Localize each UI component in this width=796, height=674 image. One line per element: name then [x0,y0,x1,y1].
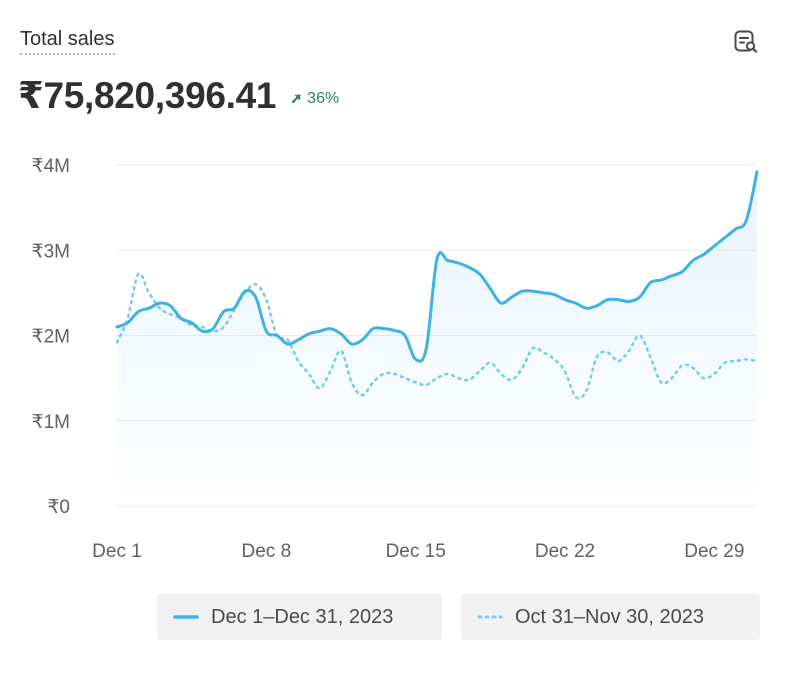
comparison-period-line[interactable] [115,272,759,400]
y-axis: ₹0 ₹1M ₹2M ₹3M ₹4M [32,156,70,518]
x-tick-label: Dec 22 [535,541,595,562]
current-period-line[interactable] [115,170,759,363]
total-sales-value: ₹75,820,396.41 [18,75,277,116]
change-badge: 36% [290,90,339,108]
y-tick-label: ₹0 [47,497,70,518]
explore-report-icon [734,30,758,53]
metric-row: ₹75,820,396.41 36% [18,74,339,117]
x-tick-label: Dec 29 [684,541,744,562]
legend-label: Dec 1–Dec 31, 2023 [211,605,394,628]
sales-line-chart: ₹0₹1M₹2M₹3M₹4M Dec 1 Dec 8 Dec 15 Dec 22 Dec… [32,156,759,562]
solid-line-swatch-icon [173,615,199,619]
legend-item-current-period[interactable]: Dec 1–Dec 31, 2023 [157,594,442,640]
explore-report-button[interactable] [730,26,762,58]
change-percent: 36% [307,89,340,107]
legend-label: Oct 31–Nov 30, 2023 [515,605,705,628]
y-tick-label: ₹3M [32,241,70,262]
x-tick-label: Dec 8 [242,541,292,562]
card-title[interactable]: Total sales [20,28,115,55]
y-tick-label: ₹4M [32,156,70,177]
legend-item-comparison-period[interactable]: Oct 31–Nov 30, 2023 [461,594,760,640]
current-period-area [117,171,757,507]
y-tick-label: ₹2M [32,327,70,348]
arrow-up-right-icon [292,94,301,104]
dotted-line-swatch-icon [477,615,503,619]
x-tick-label: Dec 15 [386,541,446,562]
y-tick-label: ₹1M [32,412,70,433]
x-axis: Dec 1 Dec 8 Dec 15 Dec 22 Dec 29 [92,541,744,562]
x-tick-label: Dec 1 [92,541,142,562]
